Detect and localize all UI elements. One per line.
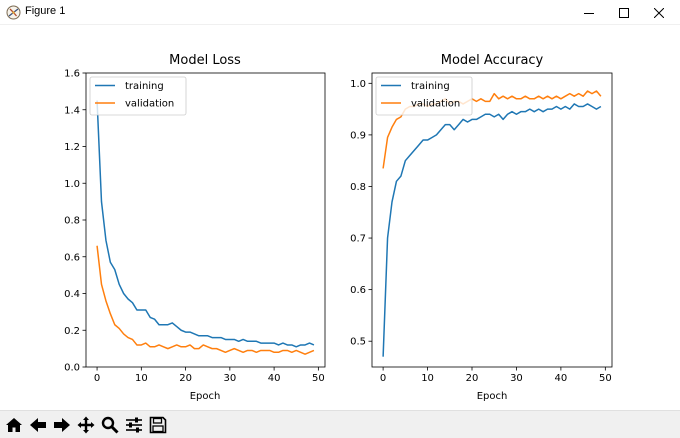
figure-app-icon [6,5,21,20]
configure-subplots-button[interactable] [123,414,145,436]
accuracy-legend-box [375,76,473,116]
zoom-magnifier-icon [101,416,119,434]
window-titlebar: Figure 1 [0,0,680,25]
accuracy-x-tick-label: 30 [510,373,523,384]
accuracy-axes-frame [371,72,613,368]
accuracy-y-ticks: 0.5 0.6 0.7 0.8 0.9 1.0 [350,79,372,348]
accuracy-x-tick-label: 10 [421,373,434,384]
home-icon [6,418,22,432]
maximize-icon [619,7,629,18]
loss-legend-training-label: training [125,81,164,92]
loss-legend: training validation [89,76,187,116]
accuracy-legend-validation-label: validation [411,99,460,110]
loss-legend-validation-label: validation [125,99,174,110]
loss-y-tick-label: 0.2 [64,326,80,337]
loss-y-tick-label: 0.4 [64,289,80,300]
save-floppy-icon [149,416,167,434]
pan-button[interactable] [75,414,97,436]
loss-x-tick-label: 30 [223,373,236,384]
loss-y-tick-label: 1.0 [64,179,80,190]
minimize-icon [584,12,594,14]
loss-y-tick-label: 1.4 [64,105,80,116]
loss-x-tick-label: 10 [135,373,148,384]
loss-x-tick-label: 0 [94,373,100,384]
loss-y-tick-label: 0.6 [64,252,80,263]
subplots-sliders-icon [126,417,142,433]
accuracy-legend-training-label: training [411,81,450,92]
loss-y-ticks: 0.0 0.2 0.4 0.6 0.8 1.0 1.2 1.4 1.6 [64,69,86,374]
accuracy-y-tick-label: 0.7 [350,234,366,245]
loss-x-tick-label: 20 [179,373,192,384]
loss-legend-box [89,76,187,116]
loss-training-line [96,100,315,348]
figure-svg: Model Loss 0 10 20 30 40 50 0.0 0.2 0.4 0.6 0.8 1.… [64,53,613,402]
loss-y-tick-label: 0.8 [64,216,80,227]
accuracy-training-line [382,103,602,357]
accuracy-y-tick-label: 0.9 [350,130,366,141]
accuracy-y-tick-label: 0.6 [350,285,366,296]
figure-canvas[interactable]: Model Loss 0 10 20 30 40 50 0.0 0.2 0.4 0.6 0.8 1.… [0,26,680,410]
window-title: Figure 1 [25,5,66,17]
save-button[interactable] [147,414,169,436]
accuracy-x-tick-label: 40 [555,373,568,384]
loss-chart: Model Loss 0 10 20 30 40 50 0.0 0.2 0.4 0.6 0.8 1.… [64,53,326,402]
loss-chart-title: Model Loss [169,53,241,68]
loss-validation-line [96,245,315,355]
forward-button[interactable] [51,414,73,436]
accuracy-x-ticks: 0 10 20 30 40 50 [380,367,612,384]
accuracy-chart: Model Accuracy 0 10 20 30 40 50 0.50.60.70.80… [350,53,613,402]
close-button[interactable] [642,0,676,25]
loss-series [96,100,315,355]
forward-arrow-icon [54,418,70,432]
loss-x-tick-label: 50 [312,373,325,384]
close-icon [654,7,664,18]
loss-axes-frame [85,72,326,368]
zoom-button[interactable] [99,414,121,436]
back-arrow-icon [30,418,46,432]
maximize-button[interactable] [607,0,641,25]
accuracy-x-axis-label: Epoch [477,391,508,402]
minimize-button[interactable] [572,0,606,25]
loss-y-tick-label: 1.2 [64,142,80,153]
pan-move-icon [77,416,95,434]
loss-y-tick-label: 1.6 [64,69,80,80]
accuracy-chart-title: Model Accuracy [441,53,544,68]
accuracy-x-tick-label: 50 [599,373,612,384]
accuracy-y-tick-label: 0.8 [350,182,366,193]
navigation-toolbar [0,410,680,438]
loss-y-tick-label: 0.0 [64,363,80,374]
home-button[interactable] [3,414,25,436]
accuracy-y-tick-label: 0.5 [350,337,366,348]
loss-x-ticks: 0 10 20 30 40 50 [94,367,325,384]
accuracy-x-tick-label: 0 [380,373,386,384]
back-button[interactable] [27,414,49,436]
loss-x-tick-label: 40 [268,373,281,384]
loss-x-axis-label: Epoch [190,391,221,402]
accuracy-legend: training validation [375,76,473,116]
accuracy-y-tick-label: 1.0 [350,79,366,90]
accuracy-x-tick-label: 20 [466,373,479,384]
